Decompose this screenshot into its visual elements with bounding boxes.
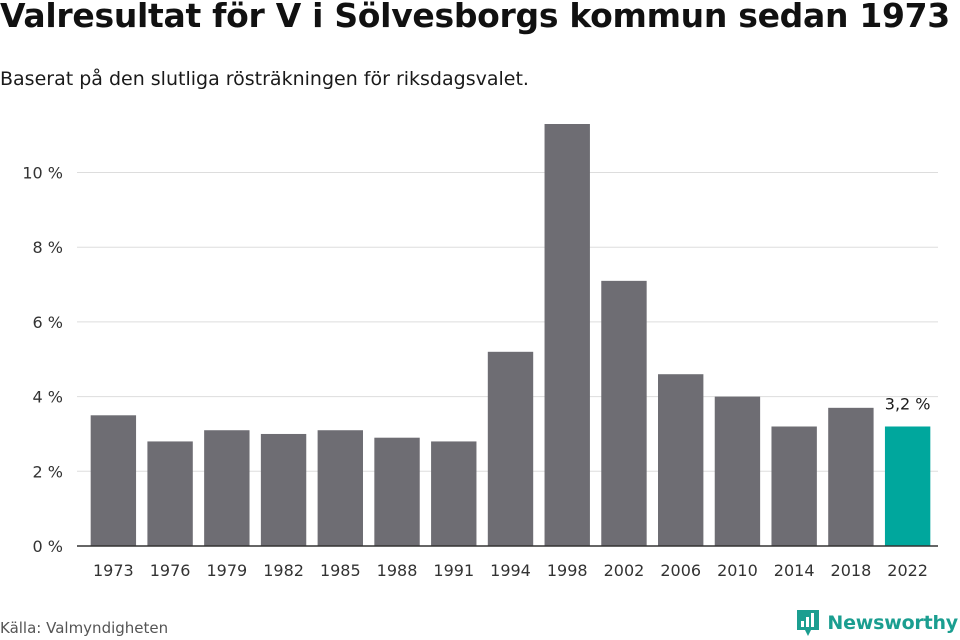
x-tick-label: 1991 [433,561,474,580]
y-axis-tick-labels: 0 % 2 % 4 % 6 % 8 % 10 % [22,164,63,556]
x-tick-label: 2018 [831,561,872,580]
bar-1979 [204,430,250,546]
bar-1991 [431,441,477,546]
bar-1982 [260,433,307,546]
y-tick-label: 10 % [22,164,63,183]
chart-subtitle: Baserat på den slutliga rösträkningen fö… [0,68,529,90]
bar-1985 [317,430,363,546]
brand-logo: Newsworthy [795,608,958,638]
x-tick-label: 2006 [660,561,701,580]
y-tick-label: 0 % [33,537,63,556]
x-tick-label: 1982 [263,561,304,580]
x-tick-label: 1985 [320,561,361,580]
y-tick-label: 8 % [33,238,63,257]
bar-2014 [771,426,817,546]
bar-1973 [90,415,137,546]
x-tick-label: 1988 [377,561,418,580]
chart-title: Valresultat för V i Sölvesborgs kommun s… [0,0,950,35]
x-tick-label: 2014 [774,561,815,580]
bar-1976 [147,441,193,546]
x-tick-label: 1976 [150,561,191,580]
bar-2002 [601,280,647,546]
x-tick-label: 1994 [490,561,531,580]
x-tick-label: 1973 [93,561,134,580]
x-tick-label: 1979 [206,561,247,580]
bar-2006 [658,374,704,546]
data-labels: 3,2 % [885,394,931,413]
x-tick-label: 2010 [717,561,758,580]
brand-name: Newsworthy [827,612,958,634]
x-tick-label: 2022 [887,561,928,580]
bar-chart-logo-icon [797,610,820,636]
bars [90,124,931,546]
x-axis-tick-labels: 1973 1976 1979 1982 1985 1988 1991 1994 1998 2002… [93,561,928,580]
bar-1988 [374,437,420,546]
data-label: 3,2 % [885,394,931,413]
x-tick-label: 2002 [604,561,645,580]
bar-chart: 0 % 2 % 4 % 6 % 8 % 10 % 1973 1976 1979 1982 1985… [22,124,938,580]
bar-2010 [714,396,761,546]
bar-2018 [828,407,874,546]
x-tick-label: 1998 [547,561,588,580]
source-note: Källa: Valmyndigheten [0,619,169,637]
y-tick-label: 6 % [33,313,63,332]
y-tick-label: 2 % [33,462,63,481]
bar-2022 [884,426,931,546]
bar-1994 [487,351,534,546]
y-tick-label: 4 % [33,388,63,407]
bar-1998 [544,124,590,546]
